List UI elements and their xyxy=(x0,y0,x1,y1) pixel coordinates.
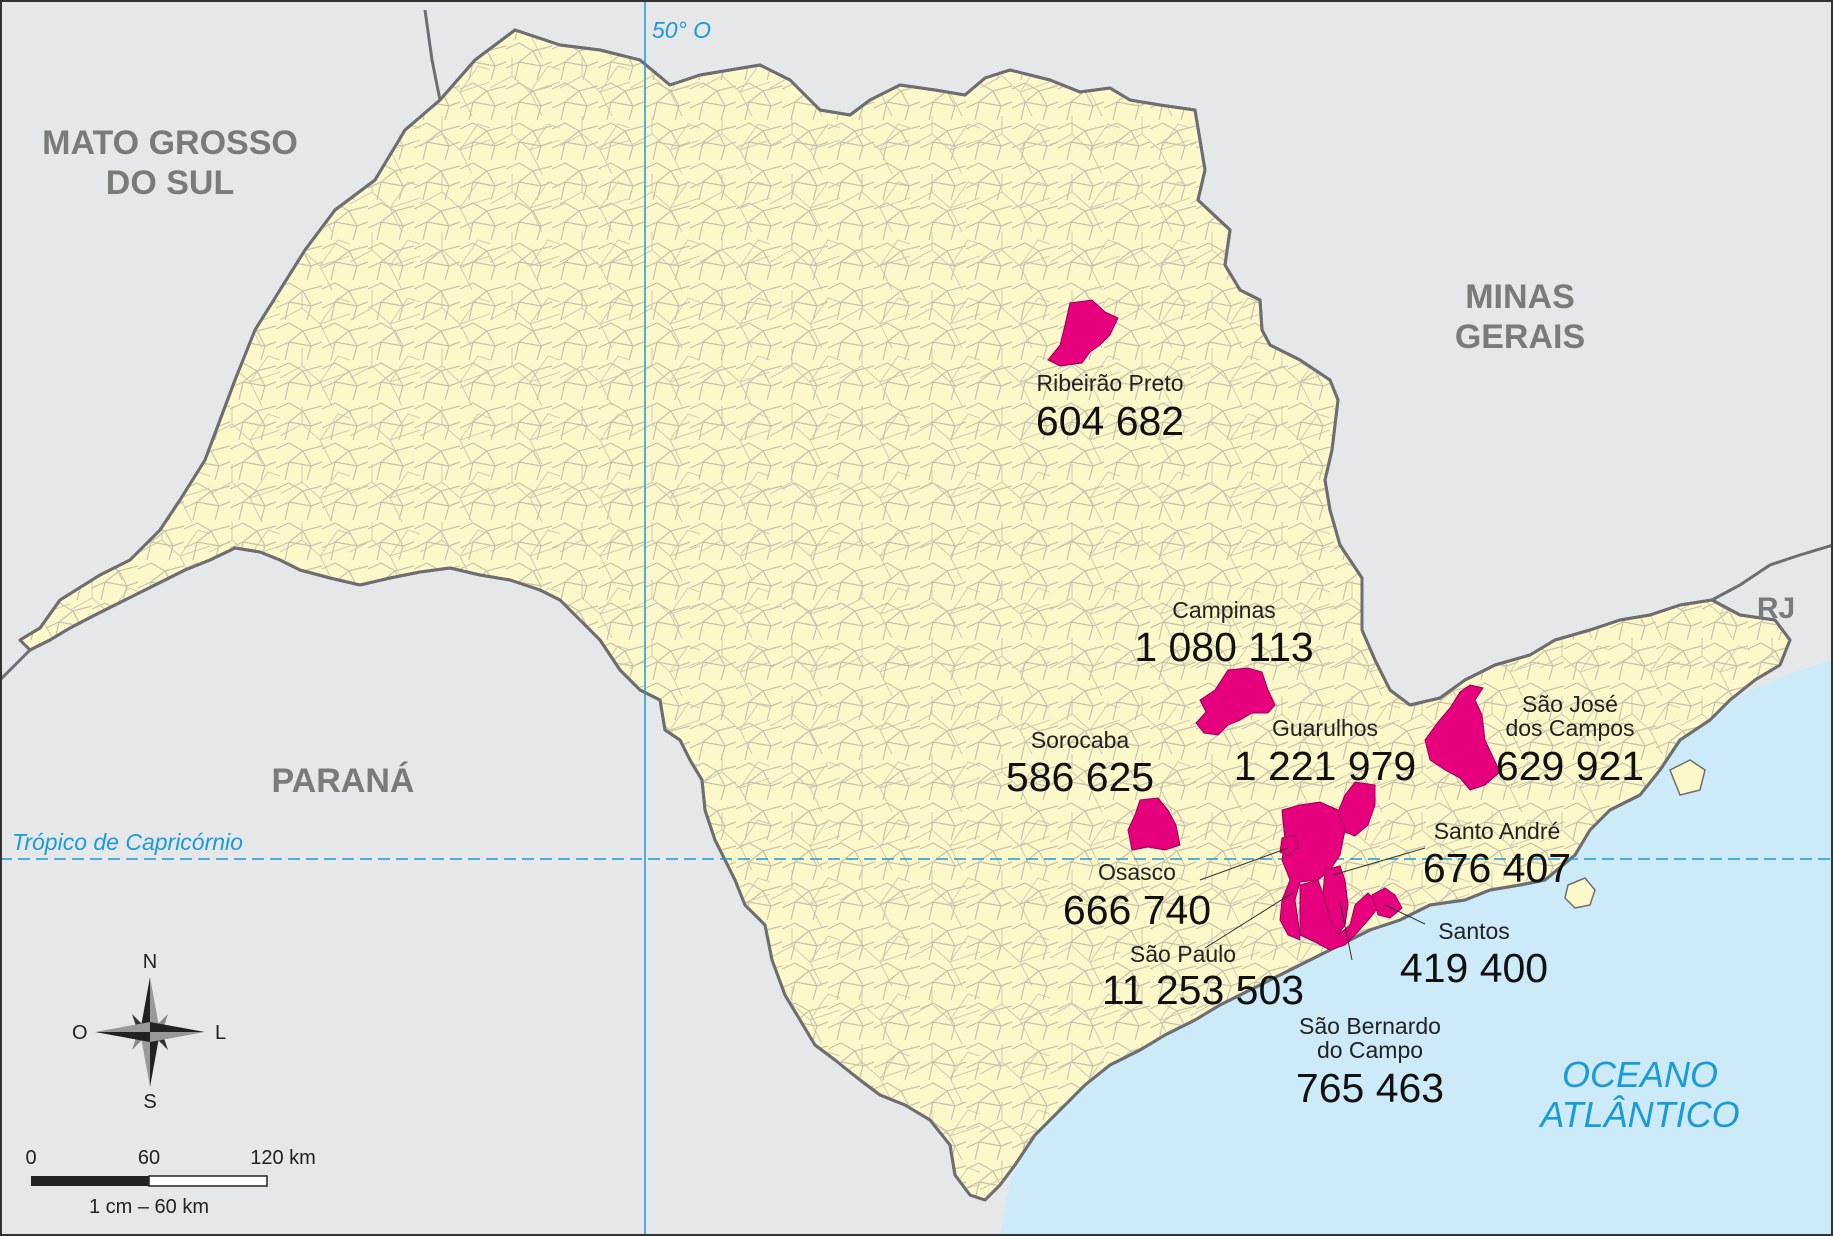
city-name: Guarulhos xyxy=(1272,715,1378,741)
city-population: 419 400 xyxy=(1400,945,1548,991)
city-population: 1 080 113 xyxy=(1134,624,1313,670)
scale-bar-segment-2 xyxy=(148,1175,268,1187)
mato-grosso-do-sul-label-2: DO SUL xyxy=(106,164,234,202)
highlighted-municipalities xyxy=(1047,299,1501,951)
city-population: 676 407 xyxy=(1423,845,1571,891)
tropic-label: Trópico de Capricórnio xyxy=(12,829,243,855)
city-name: Osasco xyxy=(1098,859,1176,885)
city-name: Sorocaba xyxy=(1031,727,1130,753)
compass-west: O xyxy=(72,1022,88,1044)
scale-bar-segment-1 xyxy=(31,1176,149,1186)
city-population: 586 625 xyxy=(1006,754,1154,800)
minas-gerais-label-2: GERAIS xyxy=(1455,318,1585,356)
city-population: 666 740 xyxy=(1063,887,1211,933)
scale-tick-120: 120 km xyxy=(250,1147,316,1169)
ocean-label-1: OCEANO xyxy=(1562,1054,1718,1095)
neighbor-borders xyxy=(0,9,1833,682)
ocean-label-2: ATLÂNTICO xyxy=(1538,1094,1739,1135)
compass-south: S xyxy=(143,1091,156,1113)
city-population: 11 253 503 xyxy=(1102,967,1304,1013)
scale-bar: 0 60 120 km 1 cm – 60 km xyxy=(25,1147,315,1218)
city-population: 765 463 xyxy=(1296,1065,1444,1111)
city-name: São José xyxy=(1522,691,1618,717)
scale-tick-0: 0 xyxy=(25,1147,36,1169)
city-name: São Paulo xyxy=(1130,941,1236,967)
ribeirao-preto-area xyxy=(1047,299,1119,367)
city-name: do Campo xyxy=(1317,1037,1423,1063)
city-population: 1 221 979 xyxy=(1234,743,1416,789)
state-border-overlay xyxy=(18,28,1792,1202)
guarulhos-area xyxy=(1337,781,1376,837)
compass-rose: N S L O xyxy=(72,951,226,1113)
city-name: São Bernardo xyxy=(1299,1013,1441,1039)
sao-jose-dos-campos-area xyxy=(1424,684,1501,791)
city-name: Ribeirão Preto xyxy=(1036,370,1183,396)
city-population: 629 921 xyxy=(1496,743,1644,789)
sao-paulo-area xyxy=(1279,801,1346,941)
mato-grosso-do-sul-label-1: MATO GROSSO xyxy=(42,124,298,162)
compass-north: N xyxy=(143,951,157,973)
sorocaba-area xyxy=(1127,797,1181,851)
scale-caption: 1 cm – 60 km xyxy=(89,1196,209,1218)
santos-area xyxy=(1371,887,1403,919)
city-name: Campinas xyxy=(1172,597,1276,623)
city-labels: Ribeirão Preto 604 682 Campinas 1 080 11… xyxy=(1006,370,1644,1111)
city-name: Santo André xyxy=(1434,818,1561,844)
osasco-area xyxy=(1279,834,1299,857)
campinas-area xyxy=(1195,667,1276,736)
city-name: Santos xyxy=(1438,918,1510,944)
city-population: 604 682 xyxy=(1036,398,1184,444)
ocean-label: OCEANO ATLÂNTICO xyxy=(1538,1054,1739,1135)
minas-gerais-label-1: MINAS xyxy=(1465,278,1575,316)
city-name: dos Campos xyxy=(1505,715,1634,741)
neighbor-state-labels: MATO GROSSO DO SUL MINAS GERAIS PARANÁ R… xyxy=(42,124,1795,800)
coastal-islands xyxy=(1564,759,1706,909)
rj-label: RJ xyxy=(1757,592,1795,625)
scale-tick-60: 60 xyxy=(138,1147,160,1169)
meridian-label: 50° O xyxy=(652,17,711,43)
parana-label: PARANÁ xyxy=(272,762,415,800)
leader-lines xyxy=(1199,847,1426,961)
compass-east: L xyxy=(215,1022,226,1044)
compass-star-icon xyxy=(95,977,205,1087)
